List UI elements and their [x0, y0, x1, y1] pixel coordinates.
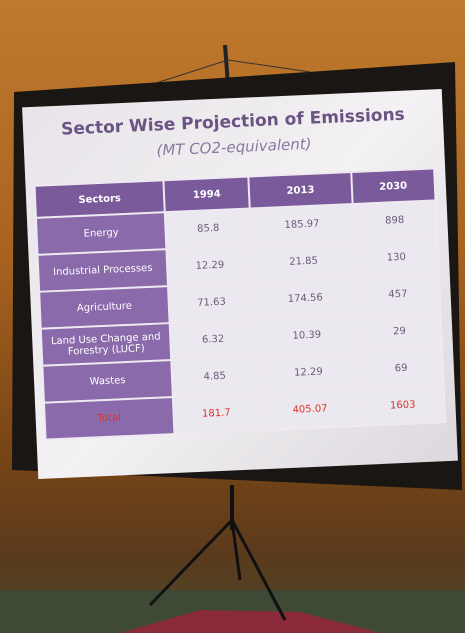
value-cell: 185.97 — [250, 204, 354, 245]
photo: Sector Wise Projection of Emissions (MT … — [0, 0, 465, 633]
value-cell: 10.39 — [255, 315, 359, 356]
header-cell: 1994 — [163, 177, 250, 213]
sector-cell: Industrial Processes — [38, 249, 168, 292]
wire — [228, 60, 310, 72]
value-cell: 29 — [357, 311, 442, 352]
value-cell: 174.56 — [253, 278, 357, 319]
value-cell: 457 — [355, 274, 440, 315]
sector-cell: Land Use Change and Forestry (LUCF) — [41, 323, 171, 366]
sector-cell: Total — [44, 397, 174, 440]
value-cell: 1603 — [360, 385, 445, 426]
sector-cell: Energy — [36, 212, 166, 255]
value-cell: 405.07 — [258, 389, 362, 430]
value-cell: 85.8 — [165, 208, 252, 249]
value-cell: 71.63 — [168, 282, 255, 323]
value-cell: 12.29 — [257, 352, 361, 393]
sector-cell: Agriculture — [39, 286, 169, 329]
value-cell: 4.85 — [171, 356, 258, 397]
value-cell: 21.85 — [252, 241, 356, 282]
projection-screen: Sector Wise Projection of Emissions (MT … — [22, 89, 458, 479]
header-cell: 2030 — [351, 168, 436, 204]
value-cell: 181.7 — [173, 393, 260, 434]
sector-cell: Wastes — [42, 360, 172, 403]
value-cell: 130 — [354, 237, 439, 278]
value-cell: 12.29 — [166, 245, 253, 286]
value-cell: 6.32 — [170, 319, 257, 360]
value-cell: 69 — [359, 348, 444, 389]
header-cell: 2013 — [249, 172, 352, 208]
value-cell: 898 — [352, 200, 437, 241]
